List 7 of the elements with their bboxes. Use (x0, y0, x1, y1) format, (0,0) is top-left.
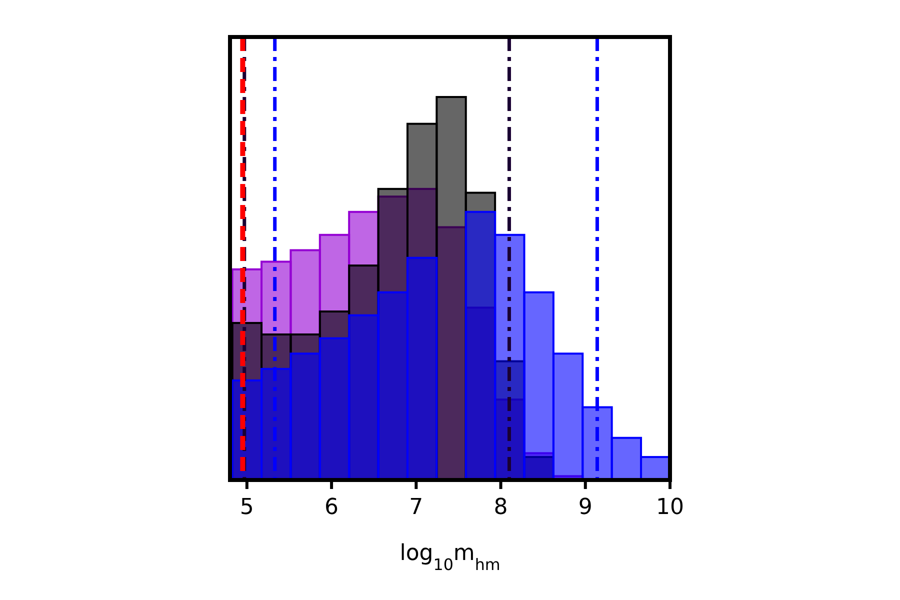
x-tick-label: 8 (494, 495, 508, 520)
x-tick-label: 7 (409, 495, 424, 520)
x-tick-label: 6 (324, 495, 339, 520)
x-tick-label: 5 (240, 495, 254, 520)
x-axis-title: log$_{10}$m$_{hm}$ (400, 541, 500, 574)
x-tick-label: 9 (578, 495, 592, 520)
x-tick-label: 10 (656, 495, 684, 520)
